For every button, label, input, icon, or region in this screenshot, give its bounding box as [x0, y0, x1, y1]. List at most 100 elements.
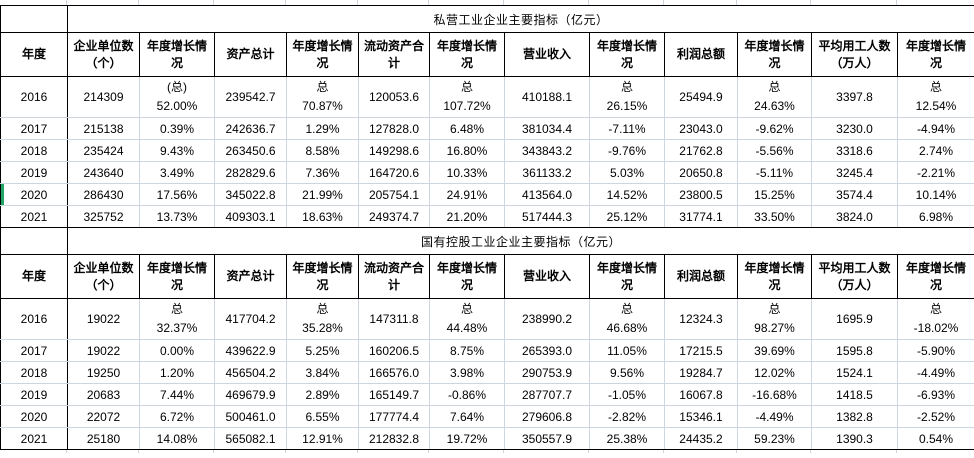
data-cell[interactable]: 15.25%	[737, 183, 812, 206]
header-cell[interactable]: 年度增长情况	[589, 32, 665, 77]
year-cell[interactable]: 2019	[0, 161, 68, 184]
header-cell[interactable]: 利润总额	[664, 32, 738, 77]
data-cell[interactable]: -4.94%	[897, 117, 974, 140]
data-cell[interactable]: 总 24.63%	[737, 76, 812, 118]
data-cell[interactable]: 1418.5	[811, 383, 898, 406]
data-cell[interactable]: 214309	[67, 76, 140, 118]
data-cell[interactable]: 21762.8	[664, 139, 738, 162]
data-cell[interactable]: -6.93%	[897, 383, 974, 406]
data-cell[interactable]: 325752	[67, 205, 140, 228]
data-cell[interactable]: 282829.6	[214, 161, 287, 184]
data-cell[interactable]: 总 -18.02%	[897, 298, 974, 340]
data-cell[interactable]: 59.23%	[737, 427, 812, 450]
data-cell[interactable]: 31774.1	[664, 205, 738, 228]
data-cell[interactable]: -2.82%	[589, 405, 665, 428]
data-cell[interactable]: 565082.1	[214, 427, 287, 450]
data-cell[interactable]: 0.39%	[139, 117, 215, 140]
data-cell[interactable]: 15346.1	[664, 405, 738, 428]
data-cell[interactable]: 25494.9	[664, 76, 738, 118]
year-cell[interactable]: 2018	[0, 139, 68, 162]
data-cell[interactable]: 39.69%	[737, 339, 812, 362]
header-cell[interactable]: 年度增长情况	[737, 254, 812, 299]
data-cell[interactable]: (总) 52.00%	[139, 76, 215, 118]
data-cell[interactable]: 总 32.37%	[139, 298, 215, 340]
header-cell[interactable]: 企业单位数（个）	[67, 254, 140, 299]
data-cell[interactable]: 3318.6	[811, 139, 898, 162]
data-cell[interactable]: 25180	[67, 427, 140, 450]
data-cell[interactable]: 12324.3	[664, 298, 738, 340]
data-cell[interactable]: -5.56%	[737, 139, 812, 162]
data-cell[interactable]: 17.56%	[139, 183, 215, 206]
header-cell[interactable]: 年度	[0, 32, 68, 77]
data-cell[interactable]: 7.36%	[286, 161, 359, 184]
data-cell[interactable]: 0.54%	[897, 427, 974, 450]
data-cell[interactable]: 343843.2	[504, 139, 590, 162]
data-cell[interactable]: 总 70.87%	[286, 76, 359, 118]
data-cell[interactable]: 439622.9	[214, 339, 287, 362]
data-cell[interactable]: 21.99%	[286, 183, 359, 206]
data-cell[interactable]: 13.73%	[139, 205, 215, 228]
data-cell[interactable]: 8.58%	[286, 139, 359, 162]
data-cell[interactable]: -16.68%	[737, 383, 812, 406]
data-cell[interactable]: 19.72%	[429, 427, 505, 450]
data-cell[interactable]: 350557.9	[504, 427, 590, 450]
data-cell[interactable]: 243640	[67, 161, 140, 184]
data-cell[interactable]: 8.75%	[429, 339, 505, 362]
data-cell[interactable]: 7.64%	[429, 405, 505, 428]
year-cell[interactable]: 2019	[0, 383, 68, 406]
data-cell[interactable]: 11.05%	[589, 339, 665, 362]
data-cell[interactable]: 212832.8	[358, 427, 430, 450]
header-cell[interactable]: 年度增长情况	[139, 32, 215, 77]
year-cell[interactable]: 2018	[0, 361, 68, 384]
data-cell[interactable]: 总 12.54%	[897, 76, 974, 118]
header-cell[interactable]: 年度增长情况	[897, 254, 974, 299]
data-cell[interactable]: 147311.8	[358, 298, 430, 340]
header-cell[interactable]: 年度增长情况	[139, 254, 215, 299]
data-cell[interactable]: 3.98%	[429, 361, 505, 384]
header-cell[interactable]: 资产总计	[214, 254, 287, 299]
data-cell[interactable]: 3.49%	[139, 161, 215, 184]
data-cell[interactable]: 238990.2	[504, 298, 590, 340]
data-cell[interactable]: 3230.0	[811, 117, 898, 140]
data-cell[interactable]: 9.43%	[139, 139, 215, 162]
data-cell[interactable]: -1.05%	[589, 383, 665, 406]
data-cell[interactable]: 3574.4	[811, 183, 898, 206]
data-cell[interactable]: 149298.6	[358, 139, 430, 162]
data-cell[interactable]: -4.49%	[897, 361, 974, 384]
data-cell[interactable]: 33.50%	[737, 205, 812, 228]
data-cell[interactable]: 19022	[67, 298, 140, 340]
header-cell[interactable]: 利润总额	[664, 254, 738, 299]
data-cell[interactable]: 总 107.72%	[429, 76, 505, 118]
data-cell[interactable]: 23043.0	[664, 117, 738, 140]
data-cell[interactable]: 235424	[67, 139, 140, 162]
data-cell[interactable]: 5.25%	[286, 339, 359, 362]
data-cell[interactable]: 7.44%	[139, 383, 215, 406]
data-cell[interactable]: 6.55%	[286, 405, 359, 428]
header-cell[interactable]: 年度增长情况	[286, 32, 359, 77]
data-cell[interactable]: 6.72%	[139, 405, 215, 428]
data-cell[interactable]: 12.91%	[286, 427, 359, 450]
data-cell[interactable]: 3245.4	[811, 161, 898, 184]
table-title[interactable]: 私营工业企业主要指标（亿元）	[67, 5, 974, 33]
data-cell[interactable]: -5.11%	[737, 161, 812, 184]
header-cell[interactable]: 平均用工人数（万人）	[811, 254, 898, 299]
data-cell[interactable]: 23800.5	[664, 183, 738, 206]
data-cell[interactable]: 3.84%	[286, 361, 359, 384]
header-cell[interactable]: 年度增长情况	[589, 254, 665, 299]
data-cell[interactable]: 290753.9	[504, 361, 590, 384]
data-cell[interactable]: 265393.0	[504, 339, 590, 362]
header-cell[interactable]: 年度	[0, 254, 68, 299]
data-cell[interactable]: 25.38%	[589, 427, 665, 450]
data-cell[interactable]: 14.52%	[589, 183, 665, 206]
data-cell[interactable]: 249374.7	[358, 205, 430, 228]
header-cell[interactable]: 资产总计	[214, 32, 287, 77]
data-cell[interactable]: 517444.3	[504, 205, 590, 228]
header-cell[interactable]: 年度增长情况	[429, 254, 505, 299]
data-cell[interactable]: 469679.9	[214, 383, 287, 406]
year-cell[interactable]: 2020	[0, 405, 68, 428]
data-cell[interactable]: 164720.6	[358, 161, 430, 184]
header-cell[interactable]: 流动资产合计	[358, 254, 430, 299]
data-cell[interactable]: -9.62%	[737, 117, 812, 140]
data-cell[interactable]: 总 35.28%	[286, 298, 359, 340]
data-cell[interactable]: 413564.0	[504, 183, 590, 206]
